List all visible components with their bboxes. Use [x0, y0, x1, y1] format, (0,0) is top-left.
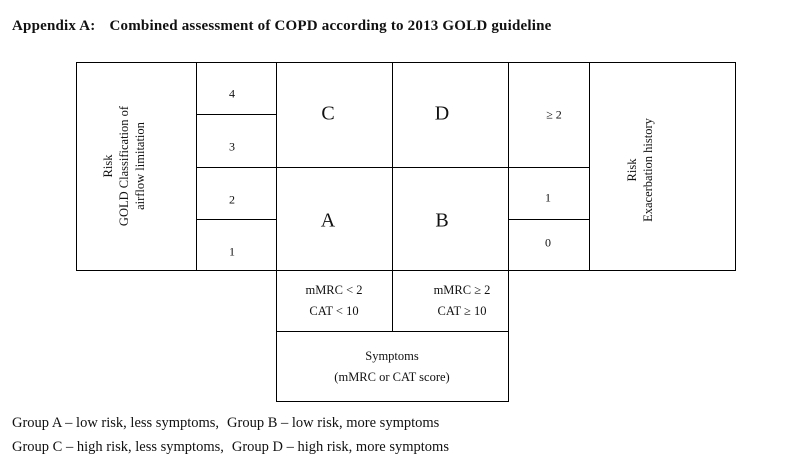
- right-exacerbation-label: Exacerbation history: [641, 118, 655, 222]
- left-gold-label: GOLD Classification of: [117, 105, 131, 227]
- left-risk-panel: Risk GOLD Classification of airflow limi…: [100, 106, 148, 226]
- left-risk-label: Risk: [101, 154, 115, 178]
- grade-line-3-2: [196, 167, 276, 168]
- grade-line-2-1: [196, 219, 276, 220]
- symptoms-label: Symptoms: [365, 349, 419, 363]
- right-risk-panel: Risk Exacerbation history: [624, 118, 656, 222]
- page-title: Appendix A: Combined assessment of COPD a…: [12, 18, 552, 35]
- main-grid-border: [76, 62, 736, 271]
- legend-row-2: Group C – high risk, less symptoms, Group…: [12, 439, 449, 456]
- title-text: Combined assessment of COPD according to…: [109, 18, 552, 34]
- right-risk-label: Risk: [625, 158, 639, 182]
- exacerbation-zero: 0: [545, 235, 551, 250]
- mmrc-low-label: mMRC < 2: [305, 283, 363, 297]
- divider-left-panel: [196, 62, 197, 271]
- gold-grade-4: 4: [229, 86, 235, 101]
- exacerbation-line-one-zero: [508, 219, 589, 220]
- group-b: B: [435, 209, 449, 232]
- legend-group-c: Group C – high risk, less symptoms,: [12, 439, 224, 455]
- group-d: D: [434, 102, 450, 125]
- exacerbation-one: 1: [545, 190, 551, 205]
- symptom-box-right-edge: [508, 271, 509, 401]
- symptom-box-left-edge: [276, 271, 277, 401]
- symptoms-box-bottom: [276, 401, 509, 402]
- group-c: C: [321, 102, 335, 125]
- symptom-threshold-divider: [392, 271, 393, 331]
- symptom-threshold-bottom: [276, 331, 508, 332]
- divider-grades: [276, 62, 277, 271]
- symptom-threshold-high: mMRC ≥ 2 CAT ≥ 10: [434, 280, 491, 322]
- gold-grade-1: 1: [229, 244, 235, 259]
- exacerbation-high: ≥ 2: [546, 107, 562, 122]
- exacerbation-line-high-one: [508, 167, 589, 168]
- group-a: A: [320, 209, 336, 232]
- left-airflow-label: airflow limitation: [133, 122, 147, 210]
- legend-row-1: Group A – low risk, less symptoms, Group …: [12, 415, 439, 432]
- divider-exacerbations: [508, 62, 509, 271]
- symptoms-score-label: (mMRC or CAT score): [334, 370, 450, 384]
- symptoms-box: Symptoms (mMRC or CAT score): [334, 346, 449, 388]
- divider-right-panel: [589, 62, 590, 271]
- gold-grade-2: 2: [229, 192, 235, 207]
- cat-low-label: CAT < 10: [309, 304, 359, 318]
- legend-group-b: Group B – low risk, more symptoms: [227, 415, 440, 431]
- cat-high-label: CAT ≥ 10: [437, 304, 487, 318]
- groups-line-high-low: [276, 167, 508, 168]
- legend-group-d: Group D – high risk, more symptoms: [231, 439, 449, 455]
- grade-line-4-3: [196, 114, 276, 115]
- symptom-threshold-low: mMRC < 2 CAT < 10: [305, 280, 362, 322]
- mmrc-high-label: mMRC ≥ 2: [433, 283, 491, 297]
- legend-group-a: Group A – low risk, less symptoms,: [12, 415, 220, 431]
- title-label: Appendix A:: [12, 18, 96, 34]
- divider-groups: [392, 62, 393, 271]
- gold-grade-3: 3: [229, 139, 235, 154]
